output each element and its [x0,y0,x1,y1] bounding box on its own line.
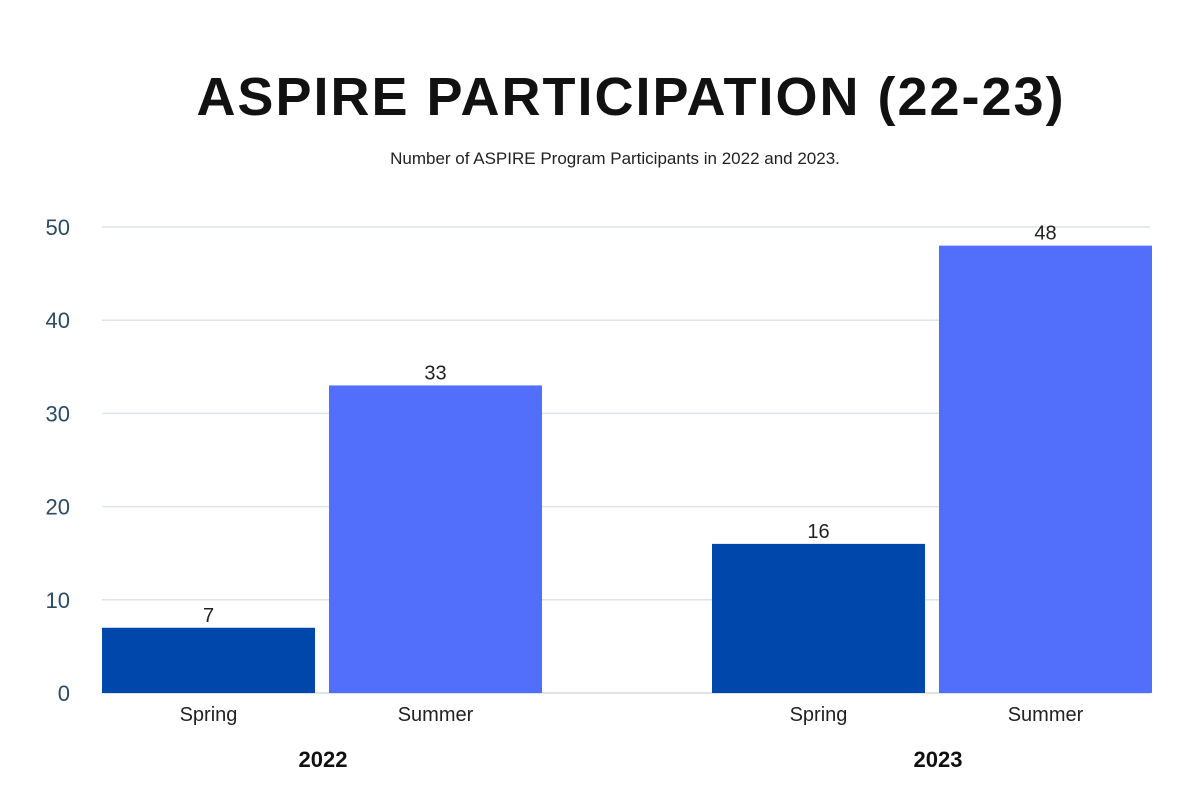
y-tick-label: 20 [46,495,70,520]
bar-2023-spring [712,543,925,693]
y-tick-label: 10 [46,588,70,613]
x-group-label: 2023 [914,747,963,772]
y-tick-label: 0 [58,681,70,706]
x-axis-ticks: Spring Summer Spring Summer [180,704,1084,726]
y-tick-label: 30 [46,401,70,426]
data-label: 33 [424,362,446,384]
data-labels: 7 33 16 48 [203,223,1057,627]
y-axis-ticks: 0 10 20 30 40 50 [46,215,70,706]
bar-2022-summer [329,385,542,693]
bars [102,245,1152,693]
x-tick-label: Spring [790,704,848,726]
chart-title: ASPIRE PARTICIPATION (22-23) [196,67,1066,127]
x-axis-group-labels: 2022 2023 [299,747,963,772]
bar-2022-spring [102,627,315,693]
x-group-label: 2022 [299,747,348,772]
bar-2023-summer [939,245,1152,693]
data-label: 48 [1034,223,1056,245]
x-tick-label: Spring [180,704,238,726]
y-tick-label: 50 [46,215,70,240]
data-label: 16 [807,521,829,543]
chart-subtitle: Number of ASPIRE Program Participants in… [390,149,840,168]
y-tick-label: 40 [46,308,70,333]
x-tick-label: Summer [1008,704,1084,726]
x-tick-label: Summer [398,704,474,726]
data-label: 7 [203,605,214,627]
